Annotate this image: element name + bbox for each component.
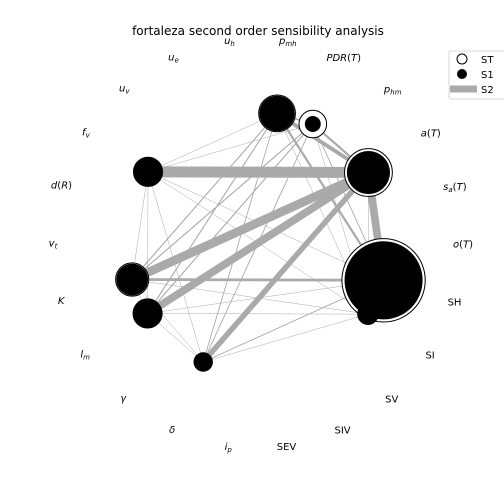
s1-marker-PDR bbox=[304, 116, 321, 132]
s1-marker-delta bbox=[194, 352, 213, 372]
param-label-aT: a(T) bbox=[421, 129, 441, 140]
param-label-u_h: uh bbox=[224, 36, 235, 48]
s1-marker-f_v bbox=[133, 157, 163, 187]
parameter-labels: uh pmh PDR(T) phm a(T) sa(T) o(T) SH SI SV SIV SEV i… bbox=[49, 36, 473, 454]
param-label-SI: SI bbox=[425, 350, 434, 361]
param-label-oT: o(T) bbox=[453, 240, 473, 251]
s2-edge-l_m-SI bbox=[147, 313, 368, 315]
s2-edge-delta-SI bbox=[203, 313, 369, 363]
s2-edge-l_m-PDR bbox=[147, 123, 314, 314]
legend-s2-label: S2 bbox=[481, 85, 494, 96]
s1-marker-p_mh bbox=[259, 95, 295, 132]
s2-edge-delta-p_mh bbox=[202, 113, 278, 363]
legend-st-marker bbox=[456, 53, 468, 65]
param-label-delta: δ bbox=[169, 425, 175, 436]
param-label-dR: d(R) bbox=[51, 181, 72, 192]
s2-edge-K-p_mh bbox=[131, 113, 278, 280]
chart-title: fortaleza second order sensibility analy… bbox=[132, 24, 384, 38]
legend-s1-label: S1 bbox=[481, 70, 494, 81]
param-label-gamma: γ bbox=[120, 394, 127, 405]
s1-marker-SI bbox=[357, 303, 379, 325]
s1-marker-l_m bbox=[133, 298, 163, 329]
s2-edge-K-aT bbox=[130, 168, 371, 284]
legend-s1-marker bbox=[457, 69, 467, 79]
param-label-l_m: lm bbox=[80, 349, 90, 361]
param-label-f_v: fv bbox=[82, 128, 91, 140]
param-label-v_t: vt bbox=[49, 238, 58, 250]
s2-edge-delta-aT bbox=[201, 170, 371, 364]
s2-edge-f_v-PDR bbox=[147, 123, 313, 173]
param-label-saT: sa(T) bbox=[443, 182, 467, 194]
s2-edge-K-SI bbox=[132, 279, 369, 315]
parameter-nodes bbox=[115, 94, 426, 372]
s2-edge-K-delta bbox=[132, 279, 204, 363]
param-label-SV: SV bbox=[385, 394, 398, 405]
s1-marker-SH bbox=[344, 241, 423, 320]
s2-edge-f_v-delta bbox=[147, 171, 204, 363]
s2-edge-f_v-p_mh bbox=[147, 113, 278, 173]
s2-edge-K-PDR bbox=[131, 123, 314, 280]
param-label-PDR: PDR(T) bbox=[326, 53, 361, 64]
param-label-SEV: SEV bbox=[277, 442, 297, 453]
legend-st-label: ST bbox=[481, 55, 494, 66]
param-label-p_hm: phm bbox=[383, 84, 402, 96]
param-label-SH: SH bbox=[448, 297, 462, 308]
param-label-SIV: SIV bbox=[334, 426, 350, 437]
s2-edge-f_v-aT bbox=[148, 166, 369, 179]
s2-edge-f_v-K bbox=[131, 171, 149, 280]
s2-edge-f_v-SI bbox=[147, 171, 369, 315]
s2-edges bbox=[130, 111, 388, 364]
param-label-i_p: ip bbox=[225, 442, 233, 454]
s1-marker-aT bbox=[346, 150, 391, 195]
param-label-K: K bbox=[58, 296, 66, 307]
legend: ST S1 S2 bbox=[448, 50, 504, 100]
param-label-u_v: uv bbox=[119, 84, 130, 96]
s1-marker-K bbox=[116, 263, 149, 296]
param-label-u_e: ue bbox=[168, 52, 179, 64]
param-label-p_mh: pmh bbox=[278, 36, 297, 48]
